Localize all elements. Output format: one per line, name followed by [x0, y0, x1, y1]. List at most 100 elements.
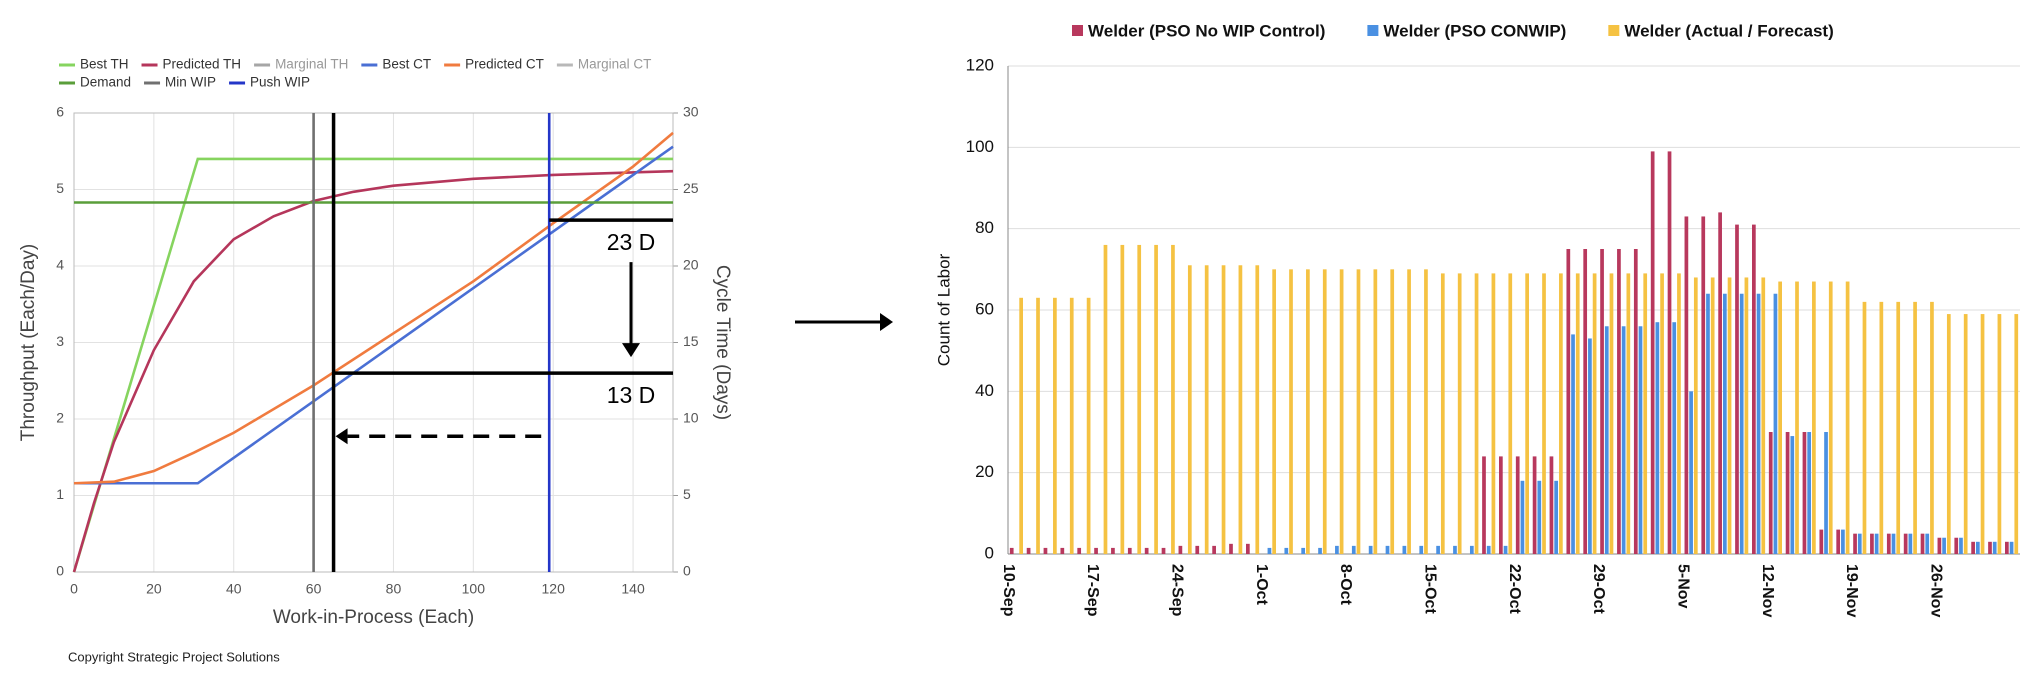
bar [1335, 545, 1339, 554]
bar [1187, 265, 1192, 554]
y-tick-label: 5 [56, 180, 64, 196]
plot-frame [73, 112, 674, 573]
legend-label: Push WIP [250, 75, 310, 90]
bar [1204, 265, 1209, 554]
bar [1482, 456, 1486, 554]
bar [1453, 545, 1457, 554]
bar [1693, 277, 1698, 554]
bar [1980, 314, 1985, 554]
y2-tick-label: 30 [683, 104, 699, 120]
y-tick-label: 2 [56, 410, 64, 426]
bar [1060, 547, 1065, 554]
bar [1402, 545, 1407, 554]
bar [1874, 533, 1879, 554]
bar [1229, 543, 1233, 554]
bar [1701, 216, 1706, 554]
wip-arrow-head [335, 428, 348, 445]
x-tick-label: 40 [226, 581, 242, 597]
bar [1284, 547, 1289, 554]
bar [1752, 224, 1756, 554]
bar [1120, 244, 1125, 554]
y2-tick-label: 10 [683, 410, 699, 426]
legend-swatch [1367, 25, 1379, 36]
bar [1845, 281, 1850, 554]
annotation-label: 23 D [607, 229, 656, 255]
bar [1802, 432, 1807, 554]
bar [1520, 480, 1525, 554]
y2-tick-label: 20 [683, 257, 699, 273]
bar [1971, 541, 1975, 554]
legend-swatch [1072, 25, 1083, 36]
bar [1306, 269, 1310, 554]
x-tick-label: 17-Sep [1084, 564, 1101, 617]
bar [1677, 273, 1681, 554]
legend-label: Marginal CT [578, 57, 652, 72]
y-tick-label: 80 [975, 218, 994, 237]
bar [1650, 151, 1655, 554]
x-tick-label: 24-Sep [1168, 564, 1185, 617]
bar [1368, 545, 1373, 554]
x-tick-label: 5-Nov [1674, 564, 1691, 609]
bar [1913, 301, 1917, 554]
y-tick-label: 60 [975, 299, 994, 318]
x-tick-label: 8-Oct [1337, 564, 1354, 606]
bar [1289, 269, 1293, 554]
bar [1077, 547, 1082, 554]
x-axis-label: Work-in-Process (Each) [273, 607, 474, 628]
bar [2014, 314, 2019, 554]
bar [1773, 293, 1778, 554]
x-tick-label: 10-Sep [1000, 564, 1017, 617]
bar [1896, 301, 1901, 554]
y2-tick-label: 25 [683, 180, 699, 196]
bar [1436, 545, 1440, 554]
bar [1356, 269, 1361, 554]
bar [1739, 293, 1744, 554]
bar [1549, 456, 1554, 554]
legend-swatch [1608, 25, 1620, 36]
bar [1339, 269, 1344, 554]
y-tick-label: 1 [56, 486, 64, 502]
bar [1515, 456, 1520, 554]
bar [1963, 314, 1968, 554]
y-tick-label: 100 [966, 137, 994, 156]
bar [1301, 547, 1306, 554]
bar [2005, 541, 2009, 554]
x-tick-label: 60 [306, 581, 322, 597]
bar [1009, 547, 1014, 554]
bar [1525, 273, 1529, 554]
bar [1178, 545, 1183, 554]
bar [1744, 277, 1749, 554]
y-tick-label: 20 [975, 462, 994, 481]
bar [1508, 273, 1513, 554]
bar [1373, 269, 1378, 554]
bar [2009, 541, 2014, 554]
x-tick-label: 20 [146, 581, 162, 597]
bar [1609, 273, 1614, 554]
x-tick-label: 29-Oct [1590, 564, 1607, 614]
bar [1559, 273, 1563, 554]
bar [1660, 273, 1664, 554]
bar [1322, 269, 1327, 554]
bar [1043, 547, 1048, 554]
series-line [72, 157, 673, 573]
bar [1795, 281, 1799, 554]
bar [1272, 269, 1276, 554]
bar [1195, 545, 1200, 554]
legend-label: Best TH [80, 57, 129, 72]
bar [1086, 297, 1091, 554]
bar [1684, 216, 1689, 554]
bar [1103, 244, 1108, 554]
bar [1886, 533, 1891, 554]
annotation-label: 13 D [607, 382, 656, 408]
y2-tick-label: 5 [683, 486, 691, 502]
bar [1575, 273, 1580, 554]
bar [1571, 334, 1575, 554]
y-axis-label: Throughput (Each/Day) [18, 244, 39, 442]
x-tick-label: 15-Oct [1421, 564, 1438, 614]
bar [1491, 273, 1496, 554]
bar [1604, 326, 1609, 554]
y-tick-label: 0 [985, 543, 994, 562]
bar [1144, 547, 1149, 554]
bar [1727, 277, 1732, 554]
